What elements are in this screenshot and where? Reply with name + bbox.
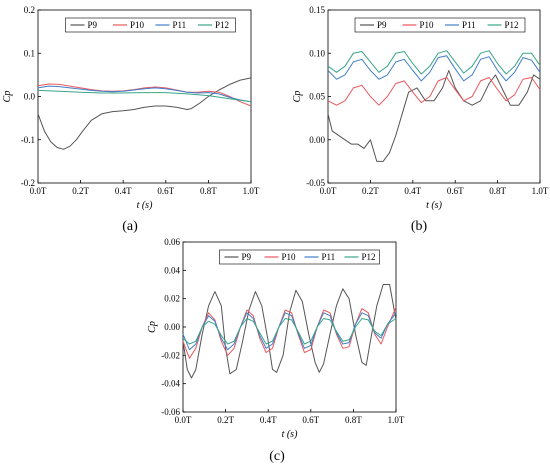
legend-entry-p9: P9 [88,20,98,30]
series-line-p9 [327,70,541,162]
series-line-p11 [37,85,252,103]
legend-entry-p12: P12 [362,252,376,262]
x-tick-label: 0.2T [72,186,89,196]
series-line-p9 [37,77,252,150]
plot-frame [37,9,252,184]
series-line-p10 [37,83,252,107]
panel-label-c: (c) [269,449,285,464]
legend-entry-p10: P10 [130,20,145,30]
y-axis-label: Cp [147,321,158,333]
y-axis-label: Cp [292,91,303,103]
x-tick-label: 0.8T [345,415,362,425]
legend-entry-p11: P11 [173,20,187,30]
series-line-p11 [327,55,541,82]
y-tick-label: 0.0 [24,92,36,102]
legend-entry-p12: P12 [215,20,229,30]
x-axis-label: t (s) [282,429,299,440]
x-tick-label: 1.0T [532,186,549,196]
series-line-p12 [37,89,252,103]
y-axis-label: Cp [2,91,13,103]
y-tick-label: -0.04 [161,379,180,389]
y-tick-label: -0.1 [21,135,35,145]
x-tick-label: 0.0T [30,186,47,196]
legend-box [219,249,380,265]
x-tick-label: 1.0T [243,186,260,196]
legend-entry-p10: P10 [282,252,297,262]
chart-panel-a: 0.0T 0.2T 0.4T 0.6T 0.8T 1.0T -0.2 -0.1 0.0 0.1 0.… [2,5,260,234]
chart-panel-b: 0.0T 0.2T 0.4T 0.6T 0.8T 1.0T -0.05 0.00 0.05 0.1… [292,5,549,234]
legend-entry-p9: P9 [377,20,387,30]
x-tick-label: 1.0T [388,415,405,425]
y-tick-label: -0.2 [21,178,35,188]
y-tick-label: -0.02 [161,350,180,360]
legend-entry-p12: P12 [505,20,519,30]
legend-entry-p9: P9 [242,252,252,262]
y-tick-label: 0.04 [164,265,180,275]
x-tick-label: 0.0T [175,415,192,425]
x-tick-label: 0.6T [447,186,464,196]
legend-box [354,17,526,33]
y-tick-label: 0.00 [164,322,180,332]
x-axis-label: t (s) [426,200,443,211]
y-tick-label: 0.06 [164,237,180,247]
y-tick-label: 0.05 [309,92,325,102]
x-tick-label: 0.2T [217,415,234,425]
series-line-p10 [327,77,541,106]
panel-label-a: (a) [122,219,138,234]
chart-panel-c: 0.0T 0.2T 0.4T 0.6T 0.8T 1.0T -0.06 -0.04 -0.02 0… [147,237,405,464]
plot-frame [182,241,397,413]
y-tick-label: 0.10 [309,48,325,58]
series-line-p9 [182,284,397,379]
y-tick-label: 0.15 [309,5,325,15]
series-line-p12 [182,318,397,345]
panel-label-b: (b) [411,219,428,234]
y-tick-label: 0.2 [24,5,35,15]
x-tick-label: 0.8T [489,186,506,196]
x-tick-label: 0.6T [157,186,174,196]
x-tick-label: 0.4T [115,186,132,196]
x-tick-label: 0.4T [404,186,421,196]
y-tick-label: -0.06 [161,407,180,417]
plot-frame [327,9,541,184]
x-tick-label: 0.6T [302,415,319,425]
x-tick-label: 0.4T [260,415,277,425]
legend-entry-p10: P10 [420,20,435,30]
legend-entry-p11: P11 [322,252,336,262]
x-tick-label: 0.2T [362,186,379,196]
y-tick-label: -0.05 [306,178,325,188]
legend-entry-p11: P11 [462,20,476,30]
x-tick-label: 0.0T [320,186,337,196]
y-tick-label: 0.1 [24,48,35,58]
series-line-p11 [182,312,397,351]
x-tick-label: 0.8T [200,186,217,196]
y-tick-label: 0.02 [164,294,180,304]
legend-box [65,17,236,33]
x-axis-label: t (s) [137,200,154,211]
series-line-p12 [327,50,541,75]
y-tick-label: 0.00 [309,135,325,145]
